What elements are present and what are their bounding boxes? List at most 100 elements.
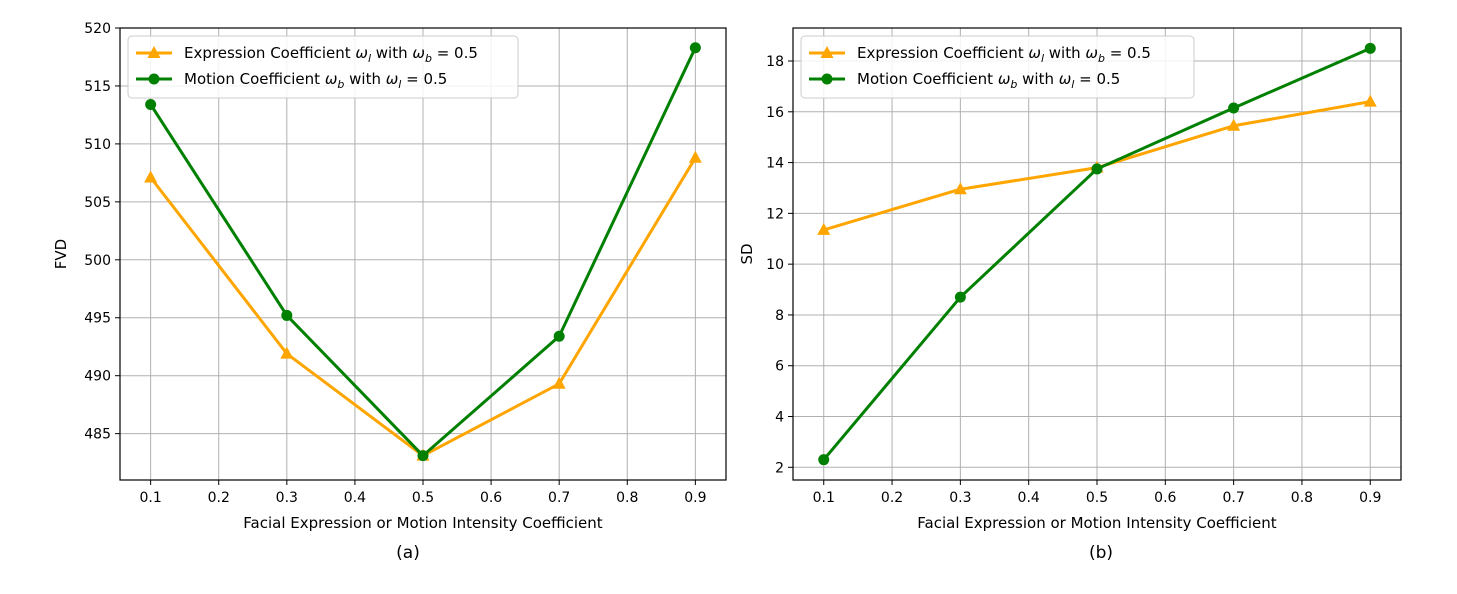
x-axis-label: Facial Expression or Motion Intensity Co… [917, 514, 1276, 532]
data-point [818, 454, 830, 466]
data-point [552, 376, 566, 389]
data-point [1364, 42, 1376, 54]
y-tick-label-16: 16 [766, 105, 784, 121]
legend-label-mid: with [1044, 44, 1085, 62]
legend-label-value: = 0.5 [1105, 44, 1151, 62]
legend-box [800, 35, 1195, 99]
legend-marker [147, 46, 161, 58]
legend-marker [821, 73, 833, 85]
legend-label-variable: ω [325, 70, 338, 88]
x-tick-label-0.6: 0.6 [1154, 490, 1176, 506]
series-motion [818, 42, 1376, 466]
data-point [689, 42, 701, 54]
x-tick-label-0.1: 0.1 [813, 490, 835, 506]
series-motion [145, 42, 701, 462]
legend-label-value: = 0.5 [432, 44, 478, 62]
data-point [553, 330, 565, 342]
y-tick-label-520: 520 [84, 21, 111, 37]
x-tick-label-0.1: 0.1 [140, 490, 162, 506]
legend-label-variable: ω [1028, 44, 1041, 62]
x-tick-label-0.7: 0.7 [548, 490, 570, 506]
chart-b: 0.1 0.2 0.3 0.4 0.5 0.6 0.7 0.8 0.9 2 4 6 8 10 12 14 16 1… [738, 27, 1402, 563]
data-point [145, 98, 157, 110]
legend-item-motion: Motion Coefficient ωb with ωl = 0.5 [136, 70, 447, 91]
chart-caption: (b) [1089, 543, 1113, 563]
legend-label-prefix: Motion Coefficient [184, 70, 325, 88]
plot-frame [119, 27, 727, 481]
legend-label-prefix: Expression Coefficient [857, 44, 1028, 62]
legend-label-variable-subscript: l [1041, 52, 1044, 65]
data-point [1091, 163, 1103, 175]
x-tick-label-0.8: 0.8 [616, 490, 638, 506]
data-point [953, 182, 967, 195]
x-tick-label-0.3: 0.3 [276, 490, 298, 506]
legend-label-condition: ω [1059, 70, 1072, 88]
x-tick-label-0.7: 0.7 [1222, 490, 1244, 506]
y-tick-label-6: 6 [775, 359, 784, 375]
legend-label-variable-subscript: l [368, 52, 371, 65]
x-tick-label-0.9: 0.9 [1359, 490, 1381, 506]
x-tick-label-0.6: 0.6 [480, 490, 502, 506]
legend: Expression Coefficient ωl with ωb = 0.5M… [800, 35, 1195, 99]
legend-label-condition-subscript: b [425, 52, 432, 65]
legend-label-value: = 0.5 [401, 70, 447, 88]
legend-label-condition: ω [386, 70, 399, 88]
legend-label: Expression Coefficient ωl with ωb = 0.5 [184, 44, 478, 65]
data-point [1363, 94, 1377, 107]
legend-marker [820, 46, 834, 58]
data-point [281, 309, 293, 321]
y-tick-label-515: 515 [84, 79, 111, 95]
data-point [144, 170, 158, 183]
y-axis-label: SD [738, 243, 756, 264]
legend-item-expression: Expression Coefficient ωl with ωb = 0.5 [136, 44, 478, 65]
legend-label-mid: with [1017, 70, 1058, 88]
legend-label-variable: ω [998, 70, 1011, 88]
y-tick-label-500: 500 [84, 253, 111, 269]
data-point [688, 150, 702, 163]
legend-item-motion: Motion Coefficient ωb with ωl = 0.5 [809, 70, 1120, 91]
legend-label-variable-subscript: b [337, 78, 344, 91]
plot-frame [792, 27, 1402, 481]
data-point [1227, 118, 1241, 131]
y-tick-label-18: 18 [766, 54, 784, 70]
x-tick-label-0.5: 0.5 [1086, 490, 1108, 506]
x-tick-label-0.8: 0.8 [1291, 490, 1313, 506]
y-tick-label-505: 505 [84, 195, 111, 211]
chart-caption: (a) [396, 543, 420, 563]
y-tick-label-4: 4 [775, 410, 784, 426]
legend-label: Motion Coefficient ωb with ωl = 0.5 [857, 70, 1120, 91]
x-tick-label-0.5: 0.5 [412, 490, 434, 506]
chart-a: 0.1 0.2 0.3 0.4 0.5 0.6 0.7 0.8 0.9 485 490 495 500 5… [52, 21, 727, 563]
y-tick-label-10: 10 [766, 257, 784, 273]
legend-label: Expression Coefficient ωl with ωb = 0.5 [857, 44, 1151, 65]
x-axis-label: Facial Expression or Motion Intensity Co… [243, 514, 602, 532]
legend-label-variable: ω [355, 44, 368, 62]
y-tick-label-490: 490 [84, 369, 111, 385]
legend-label: Motion Coefficient ωb with ωl = 0.5 [184, 70, 447, 91]
legend-label-value: = 0.5 [1074, 70, 1120, 88]
legend-label-condition-subscript: b [1098, 52, 1105, 65]
data-point [417, 450, 429, 462]
legend-item-expression: Expression Coefficient ωl with ωb = 0.5 [809, 44, 1151, 65]
y-tick-label-8: 8 [775, 308, 784, 324]
x-tick-label-0.3: 0.3 [949, 490, 971, 506]
y-tick-label-485: 485 [84, 427, 111, 443]
x-tick-label-0.9: 0.9 [684, 490, 706, 506]
legend-label-variable-subscript: b [1010, 78, 1017, 91]
legend-label-mid: with [371, 44, 412, 62]
legend-box [127, 35, 519, 99]
data-point [280, 346, 294, 359]
legend-label-condition-subscript: l [1071, 78, 1074, 91]
y-tick-label-12: 12 [766, 206, 784, 222]
x-tick-label-0.2: 0.2 [208, 490, 230, 506]
y-tick-label-2: 2 [775, 460, 784, 476]
data-point [817, 222, 831, 235]
y-tick-label-510: 510 [84, 137, 111, 153]
y-tick-label-495: 495 [84, 311, 111, 327]
legend-label-prefix: Expression Coefficient [184, 44, 355, 62]
legend-label-condition: ω [412, 44, 425, 62]
legend-label-condition: ω [1085, 44, 1098, 62]
legend-label-prefix: Motion Coefficient [857, 70, 998, 88]
x-tick-label-0.4: 0.4 [1018, 490, 1040, 506]
